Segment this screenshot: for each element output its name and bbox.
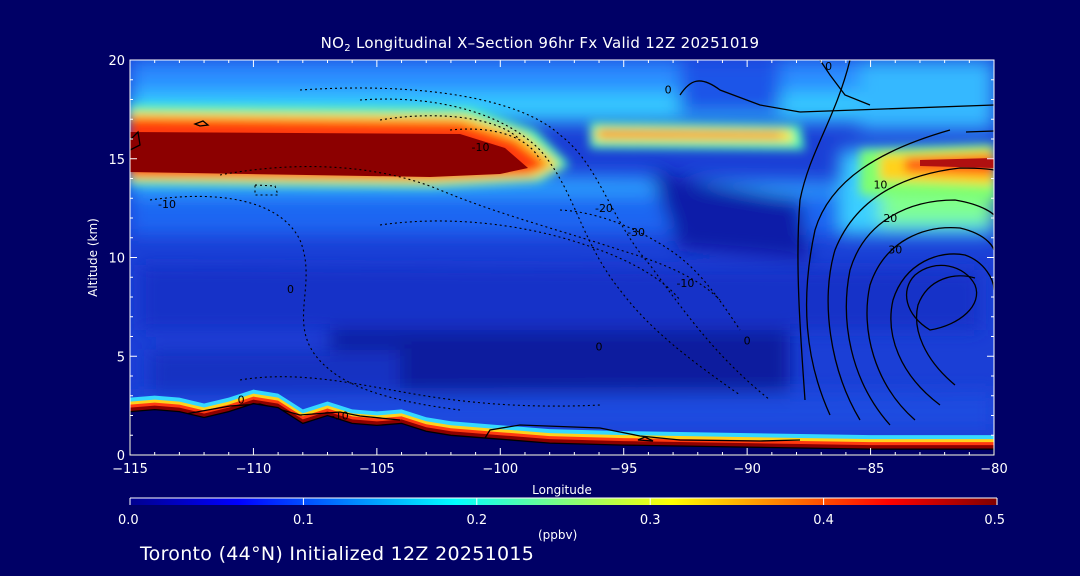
- colorbar-tick-label: 0.2: [466, 513, 487, 528]
- colorbar-ticks: 0.0 0.1 0.2 0.3 0.4 0.5: [118, 497, 1005, 528]
- contour-labels: -10 -10 -20 -30 -10 0 0 0 0 -10 0 0 10 20 30: [158, 60, 902, 423]
- x-tick-label: −85: [857, 462, 884, 477]
- contour-label: -10: [472, 141, 490, 154]
- x-tick-label: −80: [980, 462, 1007, 477]
- x-tick-label: −115: [112, 462, 148, 477]
- contour-label: 0: [744, 334, 751, 347]
- colorbar-tick-label: 0.0: [118, 513, 139, 528]
- surface-band-layer: [130, 389, 994, 450]
- contour-label: -10: [331, 409, 349, 422]
- terrain-mask: [129, 402, 995, 456]
- contour-label: -10: [676, 277, 694, 290]
- contour-label: 0: [825, 60, 832, 73]
- x-tick-label: −105: [359, 462, 395, 477]
- y-tick-label: 20: [108, 54, 125, 69]
- y-tick-label: 0: [117, 449, 125, 464]
- chart-title: NO2 Longitudinal X–Section 96hr Fx Valid…: [320, 34, 760, 54]
- contour-label: 20: [883, 212, 897, 225]
- footer-caption: Toronto (44°N) Initialized 12Z 20251015: [140, 543, 535, 565]
- contour-label: 0: [596, 340, 603, 353]
- colorbar-unit: (ppbv): [538, 528, 578, 542]
- contour-label: -20: [595, 202, 613, 215]
- colorbar: [130, 498, 997, 505]
- contour-label: -10: [158, 198, 176, 211]
- colorbar-tick-label: 0.5: [984, 513, 1005, 528]
- colorbar-tick-label: 0.3: [640, 513, 661, 528]
- colorbar-tick-label: 0.1: [293, 513, 314, 528]
- x-tick-label: −90: [733, 462, 760, 477]
- colorbar-tick-label: 0.4: [813, 513, 834, 528]
- x-axis-label: Longitude: [532, 483, 592, 497]
- contour-label: 0: [287, 283, 294, 296]
- contour-label: -30: [627, 226, 645, 239]
- y-tick-label: 5: [117, 350, 125, 365]
- x-tick-label: −95: [610, 462, 637, 477]
- x-tick-label: −110: [236, 462, 272, 477]
- axes: −115 −110 −105 −100 −95 −90 −85 −80 0 5 10 15 20 Long…: [86, 54, 1008, 497]
- y-axis-label: Altitude (km): [86, 218, 100, 297]
- contour-label: 30: [888, 244, 902, 257]
- y-tick-label: 15: [108, 153, 125, 168]
- contour-lines: [130, 60, 994, 442]
- contour-label: 0: [665, 84, 672, 97]
- contour-label: 10: [873, 178, 887, 191]
- concentration-field: [130, 60, 994, 455]
- x-tick-label: −100: [482, 462, 518, 477]
- contour-label: 0: [238, 394, 245, 407]
- y-tick-label: 10: [108, 252, 125, 267]
